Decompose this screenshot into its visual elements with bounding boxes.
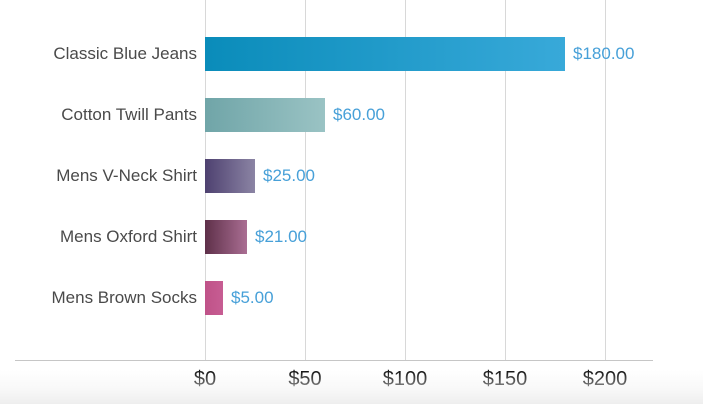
gridline-150	[505, 0, 506, 360]
bar-mens-v-neck-shirt[interactable]	[205, 159, 255, 193]
bar-mens-brown-socks[interactable]	[205, 281, 223, 315]
bar-row: Classic Blue Jeans $180.00	[0, 37, 703, 71]
category-label: Classic Blue Jeans	[53, 44, 197, 63]
bar-mens-oxford-shirt[interactable]	[205, 220, 247, 254]
bar-cotton-twill-pants[interactable]	[205, 98, 325, 132]
value-label: $25.00	[263, 166, 315, 185]
bar-row: Mens V-Neck Shirt $25.00	[0, 159, 703, 193]
value-label: $5.00	[231, 288, 274, 307]
x-tick-label: $200	[582, 368, 628, 390]
value-label: $60.00	[333, 105, 385, 124]
value-label: $21.00	[255, 227, 307, 246]
category-label: Mens V-Neck Shirt	[56, 166, 197, 185]
gridline-100	[405, 0, 406, 360]
category-label: Mens Brown Socks	[51, 288, 198, 307]
category-label: Mens Oxford Shirt	[60, 227, 197, 246]
value-label: $180.00	[573, 44, 635, 63]
gridline-50	[305, 0, 306, 360]
bar-row: Cotton Twill Pants $60.00	[0, 98, 703, 132]
bar-row: Mens Oxford Shirt $21.00	[0, 220, 703, 254]
bar-classic-blue-jeans[interactable]	[205, 37, 565, 71]
category-label: Cotton Twill Pants	[61, 105, 197, 124]
bar-row: Mens Brown Socks $5.00	[0, 281, 703, 315]
x-axis-line	[15, 360, 653, 361]
x-tick-label: $0	[193, 368, 217, 390]
x-tick-label: $100	[382, 368, 428, 390]
x-tick-label: $50	[288, 368, 322, 390]
x-tick-label: $150	[482, 368, 528, 390]
gridline-200	[605, 0, 606, 360]
